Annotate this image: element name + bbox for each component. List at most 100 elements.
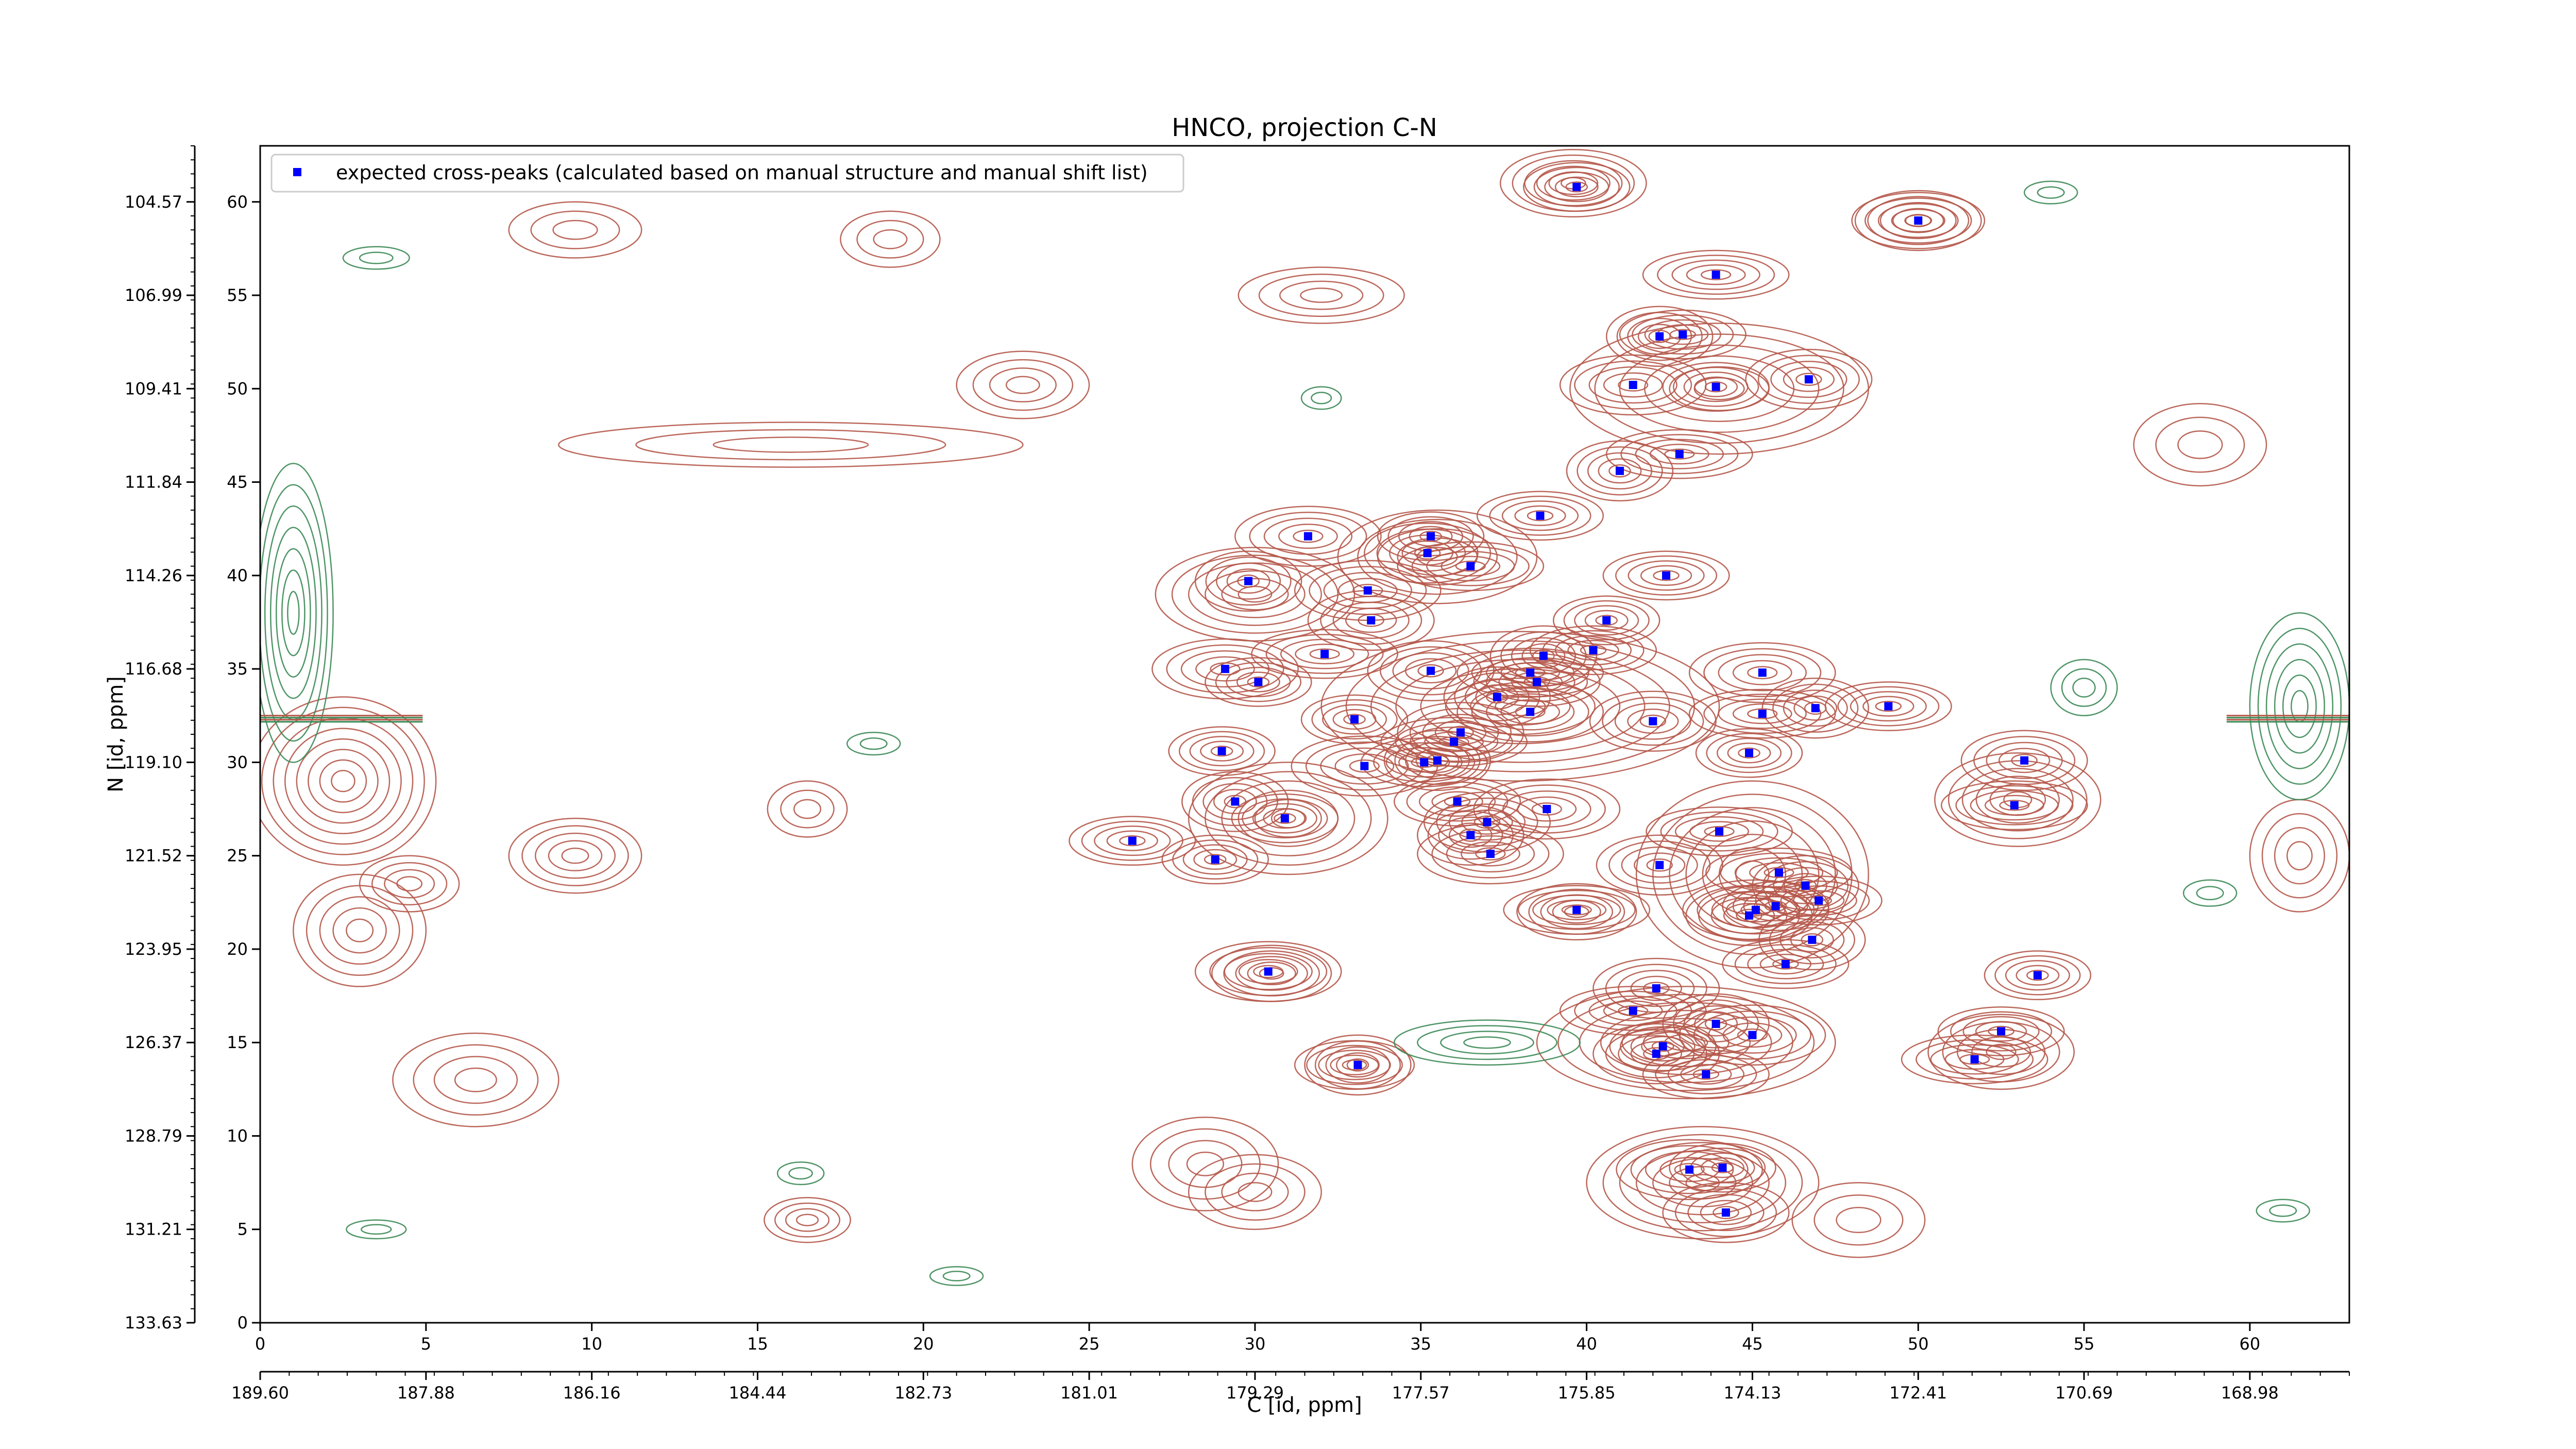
contour-ring [788, 1167, 813, 1180]
contour-ring [1718, 847, 1787, 902]
cross-peak-marker [1718, 1164, 1727, 1172]
contour-ring [1258, 273, 1384, 317]
cross-peak-marker [1427, 666, 1435, 675]
contour-ring [319, 896, 400, 965]
contour-ring [2269, 1204, 2297, 1217]
contour-ring [1517, 796, 1577, 822]
contour-ring [1204, 854, 1227, 865]
contour-ring [361, 1224, 392, 1235]
cross-peak-marker [1808, 935, 1817, 944]
contour-ring [1210, 745, 1233, 757]
cross-peak-marker [1453, 797, 1462, 806]
contour-ring [1238, 585, 1273, 603]
cross-peak-marker [1997, 1027, 2006, 1036]
contour-ring [1989, 783, 2046, 816]
legend-marker [293, 168, 301, 176]
cross-peak-marker [1536, 511, 1545, 520]
contour-ring [1345, 608, 1397, 633]
contour-ring [1455, 561, 1486, 572]
cross-peak-marker [1884, 702, 1893, 711]
cross-peak-marker [1572, 905, 1581, 914]
x-tick-label: 35 [1410, 1334, 1431, 1354]
contour-ring [1642, 249, 1790, 300]
contour-ring [1395, 659, 1646, 754]
contour-ring [1392, 652, 1469, 689]
contour-ring [508, 817, 642, 894]
contour-ring [956, 350, 1090, 419]
contour-ring [261, 706, 425, 855]
y-tick-label: 35 [227, 659, 248, 679]
contour-ring [972, 359, 1074, 411]
contour-ring [795, 1214, 819, 1226]
contour-ring [306, 885, 414, 976]
cross-peak-marker [1744, 911, 1753, 920]
y-secondary-tick-label: 106.99 [125, 285, 182, 305]
y-secondary-tick-label: 133.63 [125, 1313, 182, 1333]
contour-ring [1205, 1163, 1306, 1221]
contour-ring [1998, 748, 2050, 773]
contour-ring [1708, 1016, 1797, 1054]
contour-ring [2026, 970, 2049, 981]
cross-peak-marker [1433, 756, 1442, 765]
contour-ring [1772, 958, 1799, 970]
contour-ring [859, 737, 888, 750]
x-tick-label: 10 [581, 1334, 602, 1354]
contour-ring [1702, 833, 1803, 915]
contour-ring [1618, 1005, 1649, 1017]
cross-peak-marker [1217, 747, 1226, 755]
y-secondary-tick-label: 131.21 [125, 1220, 182, 1239]
contour-ring [1764, 867, 1794, 878]
contour-ring [1397, 702, 1524, 763]
contour-ring [1418, 786, 1496, 817]
contour-ring [1718, 654, 1807, 692]
cross-peak-marker [1526, 707, 1535, 716]
contour-ring [1440, 1031, 1534, 1055]
contour-ring [1235, 956, 1308, 991]
contour-ring [1795, 373, 1822, 386]
contour-ring [1515, 705, 1546, 719]
contour-ring [1805, 895, 1832, 906]
contour-ring [1274, 813, 1296, 824]
cross-peak-marker [1303, 532, 1312, 541]
contour-ring [1608, 464, 1631, 478]
contour-ring [1628, 560, 1705, 591]
contour-ring [1689, 821, 1749, 842]
contour-ring [1602, 550, 1730, 601]
contour-ring [260, 463, 334, 763]
legend-label: expected cross-peaks (calculated based o… [336, 161, 1148, 184]
contour-ring [1671, 259, 1760, 290]
contour-ring [1727, 743, 1771, 764]
x-tick-label: 5 [421, 1334, 431, 1354]
contour-ring [1358, 613, 1384, 627]
x-tick-label: 45 [1742, 1334, 1763, 1354]
cross-peak-marker [1675, 450, 1684, 459]
contour-ring [2133, 403, 2267, 487]
contour-ring [1942, 1021, 2060, 1083]
cross-peak-marker [1543, 805, 1551, 814]
contour-ring [1618, 970, 1695, 1007]
cross-peak-marker [1758, 710, 1767, 718]
contour-ring [319, 759, 367, 803]
cross-peak-marker [1771, 902, 1780, 911]
contour-ring [1652, 794, 1853, 955]
cross-peak-marker [1231, 797, 1240, 806]
cross-peak-marker [1721, 1208, 1730, 1217]
contour-ring [1188, 762, 1388, 875]
cross-peak-marker [1649, 717, 1657, 726]
x-secondary-tick-label: 181.01 [1060, 1383, 1118, 1403]
contour-ring [264, 505, 323, 720]
contour-ring [1527, 510, 1554, 521]
contour-ring [1334, 753, 1395, 779]
x-tick-label: 25 [1079, 1334, 1100, 1354]
contour-ring [1960, 730, 2088, 791]
contour-ring [1119, 835, 1146, 847]
contour-ring [1470, 687, 1571, 726]
contour-ring [1397, 537, 1478, 577]
contour-ring [2196, 886, 2224, 901]
contour-ring [508, 201, 642, 259]
contour-ring [1238, 789, 1339, 847]
contour-ring [856, 220, 924, 259]
x-tick-label: 60 [2240, 1334, 2261, 1354]
contour-ring [1463, 1036, 1511, 1049]
contour-ring [1473, 778, 1621, 840]
